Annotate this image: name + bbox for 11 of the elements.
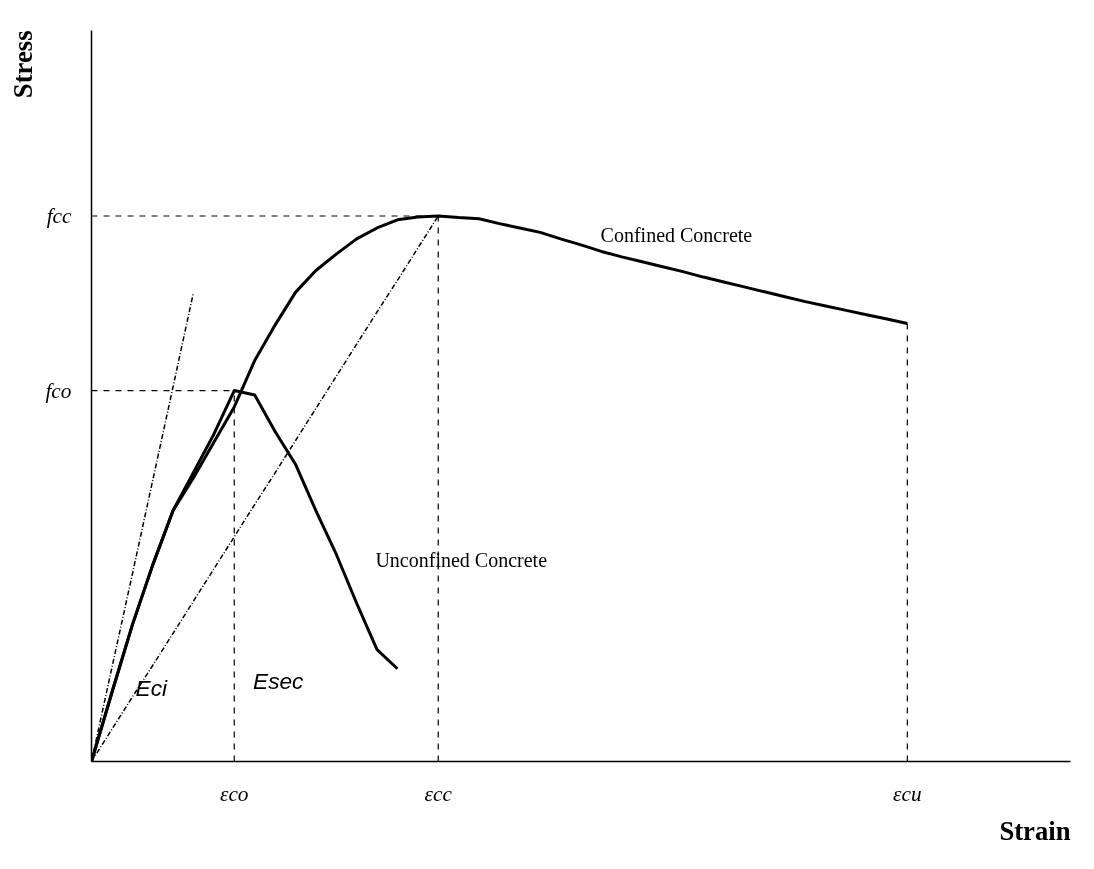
x-tick-label: εcc (424, 781, 453, 806)
annotation: Confined Concrete (600, 224, 753, 247)
ref-line-label: fco (45, 378, 72, 403)
x-axis-title: Strain (999, 815, 1071, 846)
x-tick-label: εco (220, 781, 249, 806)
annotation: Esec (253, 668, 305, 695)
x-tick-label: εcu (893, 781, 922, 806)
ref-line-label: fcc (46, 203, 73, 228)
y-axis-title: Stress (7, 30, 38, 99)
annotation: Unconfined Concrete (375, 549, 548, 572)
annotation: Eci (135, 675, 168, 702)
